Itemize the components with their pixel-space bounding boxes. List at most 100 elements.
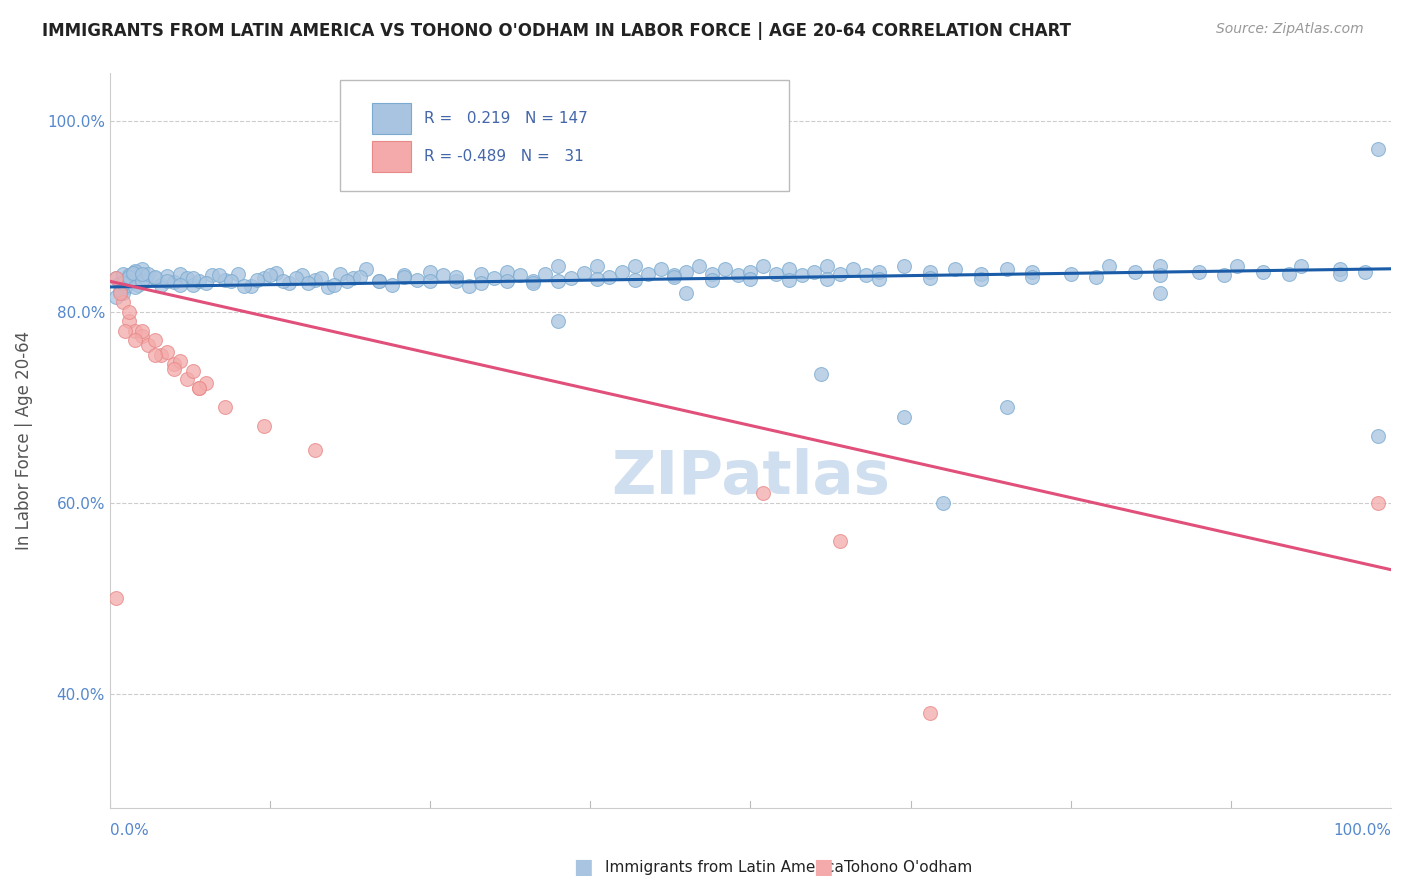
Point (470, 267, 492, 281)
Text: ■: ■ (813, 857, 832, 877)
Point (585, 272, 607, 286)
Point (208, 268, 231, 283)
Text: ■: ■ (574, 857, 593, 877)
Point (419, 274, 441, 288)
Point (918, 271, 941, 285)
Point (662, 270, 685, 285)
FancyBboxPatch shape (373, 141, 411, 172)
Point (1354, 265, 1376, 279)
Point (394, 270, 416, 285)
Point (803, 265, 825, 279)
Point (118, 270, 141, 285)
Text: IMMIGRANTS FROM LATIN AMERICA VS TOHONO O'ODHAM IN LABOR FORCE | AGE 20-64 CORRE: IMMIGRANTS FROM LATIN AMERICA VS TOHONO … (42, 22, 1071, 40)
Point (842, 261, 865, 276)
Text: R =   0.219   N = 147: R = 0.219 N = 147 (423, 112, 588, 126)
Point (124, 334, 146, 348)
Point (1367, 429, 1389, 443)
Point (135, 273, 157, 287)
Point (752, 486, 775, 500)
Point (585, 259, 607, 273)
Point (163, 275, 186, 289)
Point (124, 324, 146, 338)
Point (675, 285, 697, 300)
FancyBboxPatch shape (373, 103, 411, 134)
Point (828, 534, 851, 549)
Point (1291, 259, 1313, 273)
Point (1060, 267, 1083, 281)
Point (342, 271, 364, 285)
Point (143, 270, 166, 285)
Point (727, 268, 749, 283)
Point (163, 362, 186, 376)
Point (815, 259, 838, 273)
Point (1021, 270, 1043, 285)
Point (156, 274, 179, 288)
Point (124, 263, 146, 277)
Point (675, 265, 697, 279)
Point (752, 259, 775, 273)
Point (176, 371, 198, 385)
Point (271, 274, 294, 288)
Point (1367, 142, 1389, 156)
Point (1123, 265, 1146, 279)
Point (239, 279, 262, 293)
Point (118, 305, 141, 319)
Point (297, 276, 319, 290)
Point (188, 381, 211, 395)
Point (124, 280, 146, 294)
Point (893, 409, 915, 424)
Text: ZIPatlas: ZIPatlas (610, 448, 890, 507)
Point (700, 267, 723, 281)
Point (419, 265, 441, 279)
Point (181, 278, 204, 293)
Point (124, 265, 146, 279)
Point (496, 274, 519, 288)
Point (266, 266, 288, 280)
Point (131, 328, 153, 343)
Point (1329, 261, 1351, 276)
Point (918, 706, 941, 720)
Point (114, 281, 136, 295)
Point (1367, 496, 1389, 510)
Point (163, 357, 186, 371)
FancyBboxPatch shape (340, 80, 789, 191)
Point (181, 364, 204, 378)
Point (893, 259, 915, 273)
Point (214, 273, 236, 287)
Text: R = -0.489   N =   31: R = -0.489 N = 31 (423, 149, 583, 164)
Point (169, 278, 191, 293)
Point (121, 266, 143, 280)
Point (214, 401, 236, 415)
Point (111, 295, 134, 310)
Point (221, 274, 243, 288)
Point (188, 274, 211, 288)
Point (572, 266, 595, 280)
Point (394, 268, 416, 283)
Point (150, 348, 173, 362)
Point (815, 272, 838, 286)
Point (713, 261, 735, 276)
Point (252, 419, 274, 434)
Point (547, 274, 569, 288)
Point (143, 334, 166, 348)
Point (1021, 265, 1043, 279)
Point (252, 271, 274, 285)
Point (176, 271, 198, 285)
Point (547, 259, 569, 273)
Point (367, 274, 389, 288)
Point (1085, 270, 1108, 285)
Point (284, 271, 307, 285)
Text: 100.0%: 100.0% (1333, 822, 1391, 838)
Point (291, 268, 314, 283)
Point (323, 278, 346, 293)
Text: Source: ZipAtlas.com: Source: ZipAtlas.com (1216, 22, 1364, 37)
Point (1277, 267, 1299, 281)
Point (855, 268, 877, 283)
Point (278, 276, 301, 290)
Point (143, 348, 166, 362)
Point (131, 267, 153, 281)
Point (740, 272, 762, 286)
Point (868, 272, 890, 286)
Point (156, 345, 179, 359)
Point (1149, 268, 1171, 283)
